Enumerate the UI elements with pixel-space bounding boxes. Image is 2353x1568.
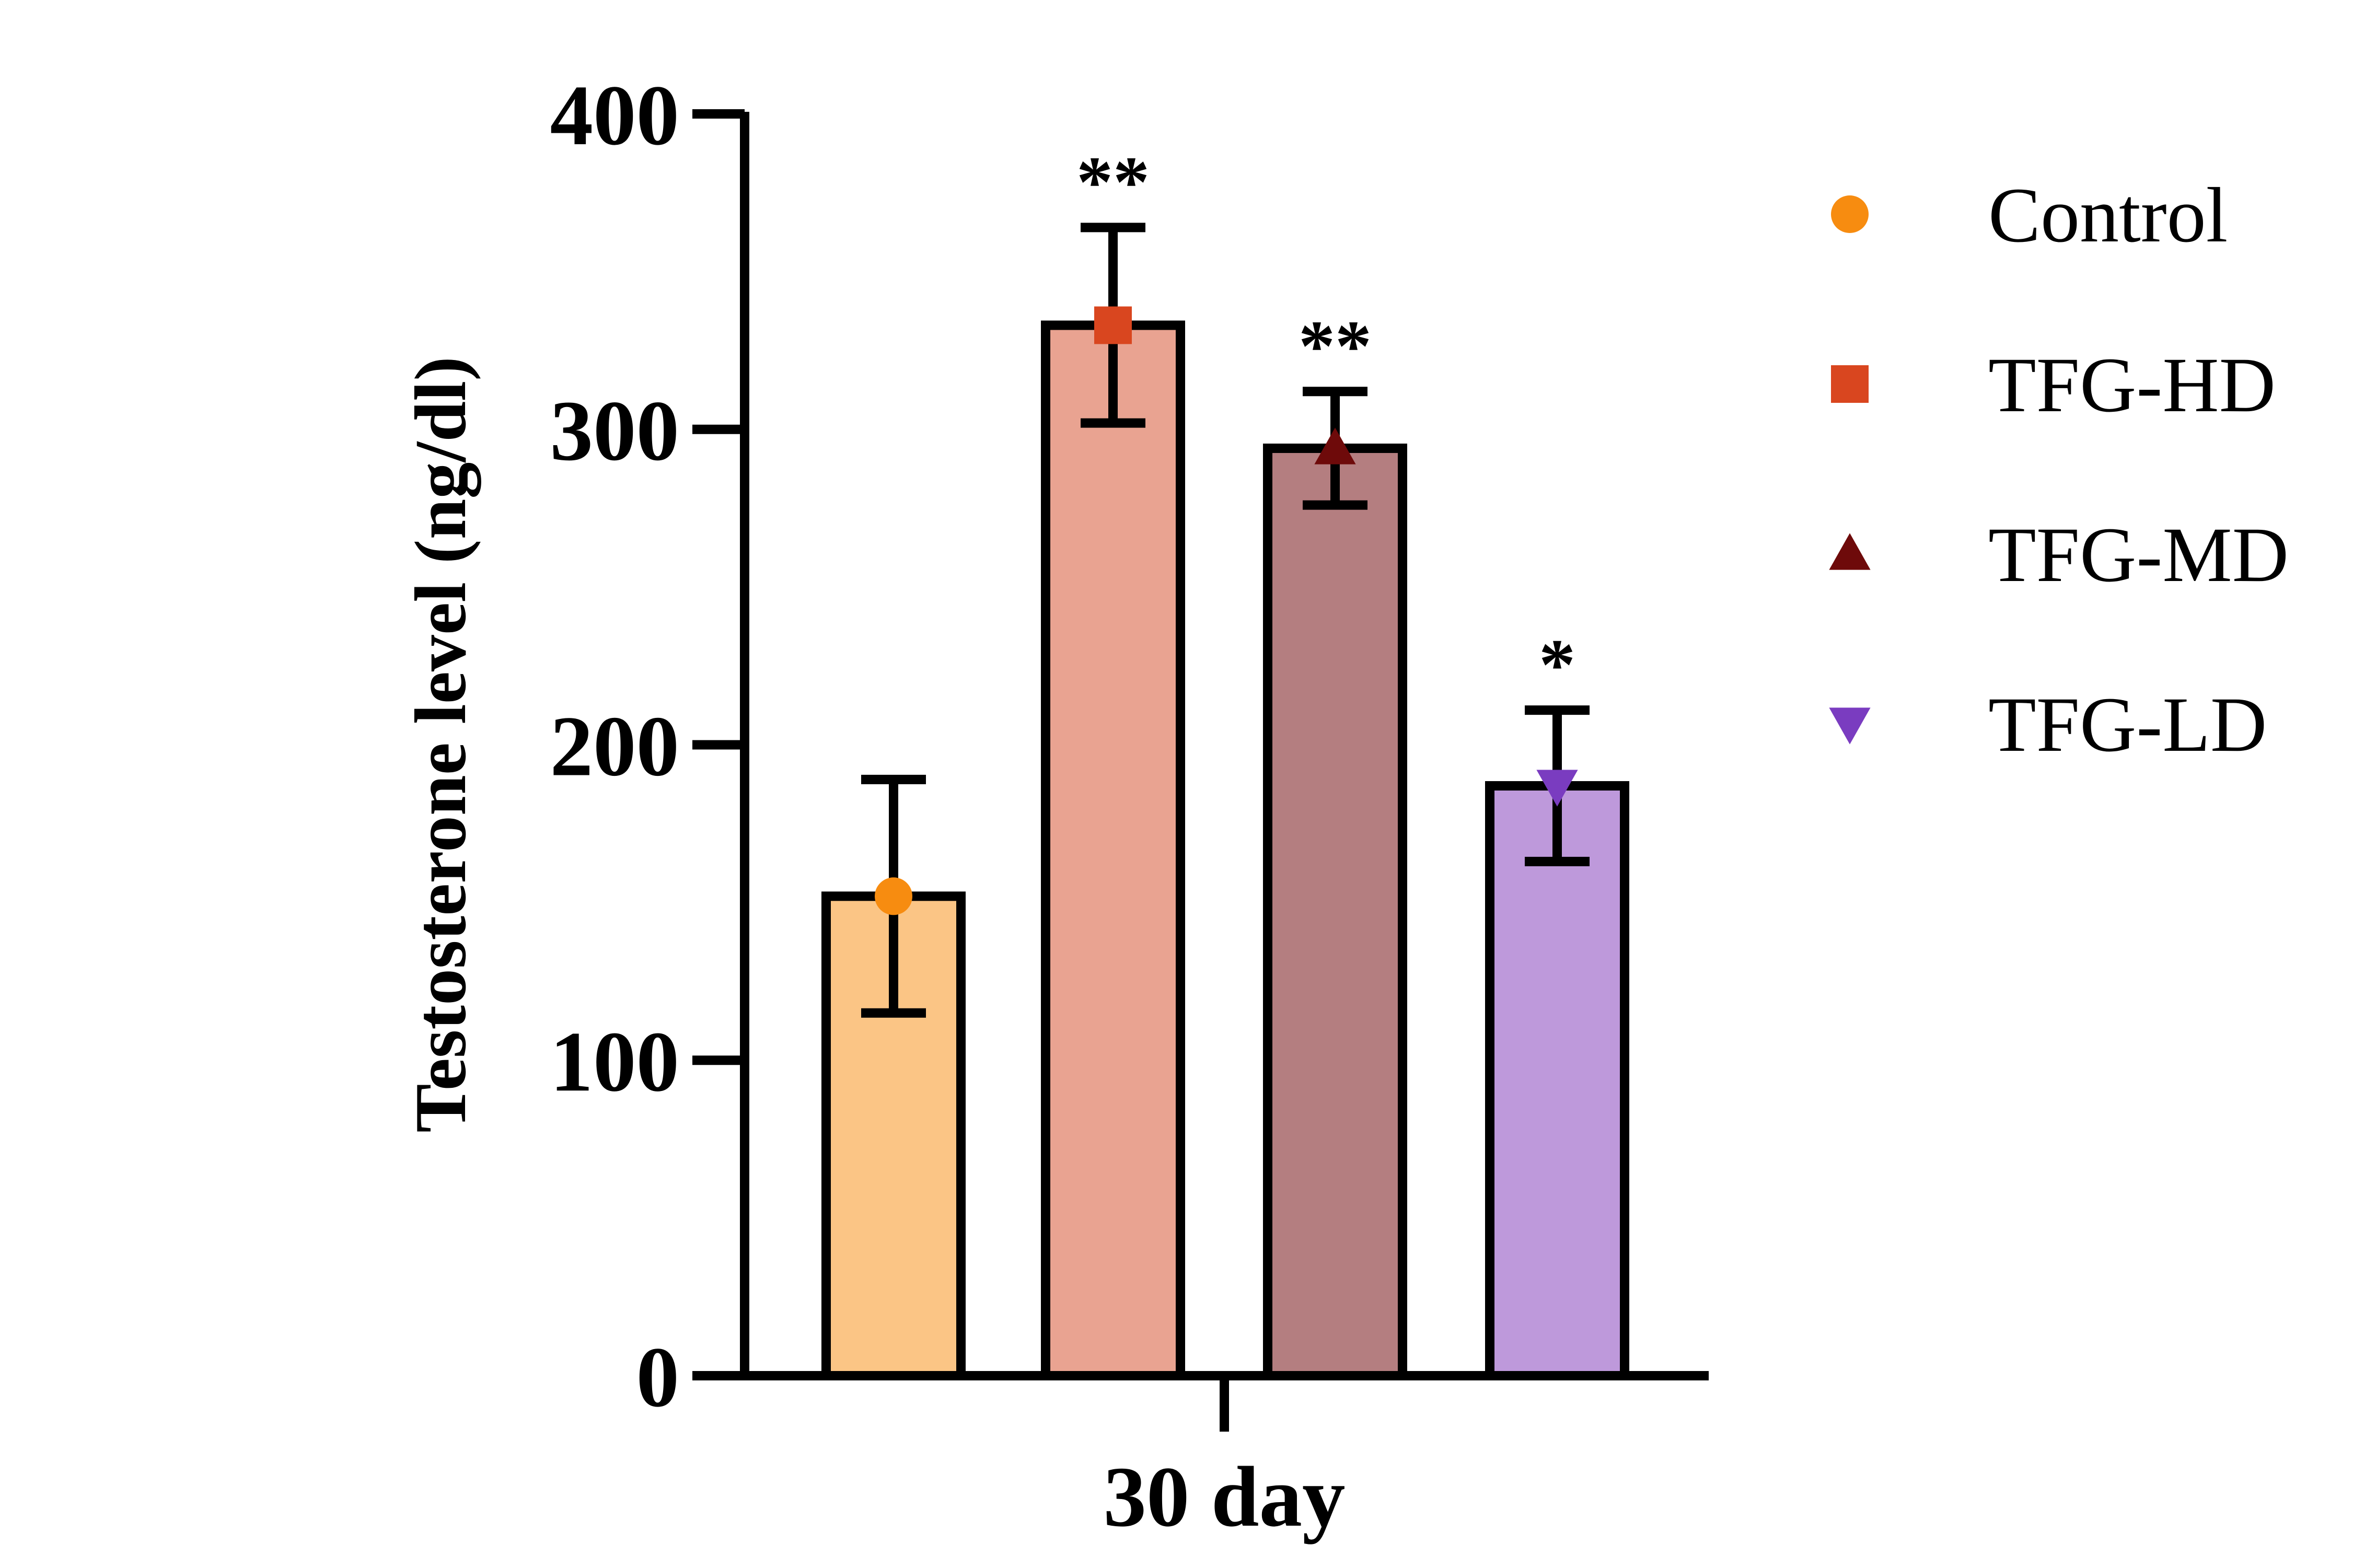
axes: 0 100 200 300 400 Testosterone level (ng/dl) 3… <box>400 67 1709 1544</box>
legend-marker <box>1831 365 1869 403</box>
legend-entry: TFG-MD <box>1829 512 2289 598</box>
y-tick-label: 200 <box>550 699 680 794</box>
significance-label: ** <box>1076 142 1150 223</box>
legend-marker <box>1831 195 1869 233</box>
bar-group-tfg-ld: * <box>1485 624 1629 1380</box>
y-tick-label: 300 <box>550 383 680 479</box>
bar <box>1041 320 1185 1381</box>
legend: Control TFG-HD TFG-MD TFG-LD <box>1829 172 2289 768</box>
bar <box>1263 443 1407 1380</box>
bar-group-tfg-md: ** <box>1263 306 1407 1380</box>
legend-label: Control <box>1988 172 2228 259</box>
y-tick-label: 100 <box>550 1014 680 1109</box>
legend-label: TFG-LD <box>1988 681 2267 768</box>
y-axis-title: Testosterone level (ng/dl) <box>400 356 481 1132</box>
bar-group-control <box>821 774 966 1381</box>
legend-entry: TFG-LD <box>1829 681 2267 768</box>
mean-marker <box>1094 306 1132 344</box>
y-tick-label: 0 <box>636 1329 680 1425</box>
legend-entry: TFG-HD <box>1831 342 2276 428</box>
bar-group-tfg-hd: ** <box>1041 142 1185 1381</box>
significance-label: * <box>1539 624 1575 705</box>
legend-marker <box>1829 707 1871 745</box>
significance-label: ** <box>1299 306 1372 387</box>
mean-marker <box>1536 770 1578 807</box>
bars: ***** <box>821 142 1629 1381</box>
mean-marker <box>875 877 912 915</box>
bar <box>1485 781 1629 1380</box>
legend-label: TFG-HD <box>1988 342 2276 428</box>
y-tick-label: 400 <box>550 67 680 163</box>
legend-marker <box>1829 533 1871 570</box>
mean-marker <box>1314 427 1356 464</box>
legend-entry: Control <box>1831 172 2228 259</box>
x-category-label: 30 day <box>1103 1449 1345 1544</box>
legend-label: TFG-MD <box>1988 512 2289 598</box>
